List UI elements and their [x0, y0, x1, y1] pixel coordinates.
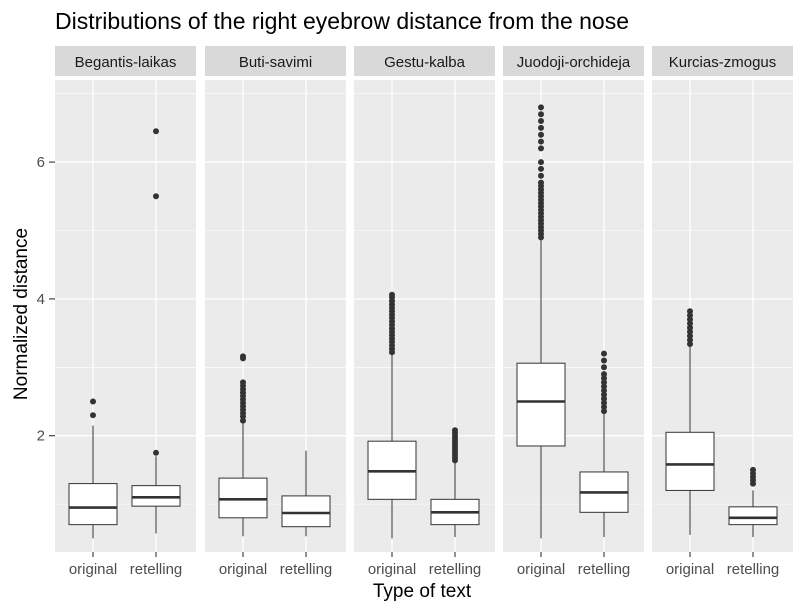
outlier-point — [601, 387, 607, 394]
outlier-point — [601, 350, 607, 357]
x-tick-label: original — [666, 561, 714, 578]
outlier-point — [538, 118, 544, 125]
y-axis-title: Normalized distance — [11, 228, 32, 400]
facet-strip-label: Gestu-kalba — [384, 54, 466, 71]
outlier-point — [538, 145, 544, 152]
x-tick-label: retelling — [280, 561, 333, 578]
outlier-point — [538, 165, 544, 172]
box-iqr — [516, 362, 566, 447]
outlier-point — [389, 291, 395, 298]
y-axis-ticks: 2 4 6 — [37, 154, 55, 445]
outlier-point — [90, 412, 96, 419]
outlier-point — [538, 172, 544, 179]
box-original: original — [516, 104, 566, 578]
box-retelling: retelling — [130, 128, 183, 578]
x-tick-label: retelling — [130, 561, 183, 578]
facet-strip-label: Begantis-laikas — [75, 54, 177, 71]
facet-strip — [205, 46, 346, 76]
box-retelling: retelling — [280, 450, 333, 578]
outlier-point — [687, 312, 693, 319]
facet-strip — [55, 46, 196, 76]
outlier-point — [687, 332, 693, 339]
outlier-point — [538, 179, 544, 186]
outlier-point — [601, 408, 607, 415]
box-retelling: retelling — [578, 350, 631, 578]
facet-strip — [354, 46, 495, 76]
outlier-point — [601, 357, 607, 364]
facet-panel: Buti-savimi original retelling — [205, 46, 346, 578]
outlier-point — [90, 398, 96, 405]
facet-strip-label: Kurcias-zmogus — [669, 54, 777, 71]
facet-strip — [652, 46, 793, 76]
x-tick-label: retelling — [429, 561, 482, 578]
outlier-point — [601, 403, 607, 410]
outlier-point — [538, 131, 544, 138]
box-retelling: retelling — [727, 466, 780, 578]
y-tick-label: 2 — [37, 428, 45, 445]
outlier-point — [153, 128, 159, 135]
outlier-point — [687, 341, 693, 348]
box-iqr — [281, 495, 331, 528]
outlier-point — [687, 324, 693, 331]
x-tick-label: original — [368, 561, 416, 578]
outlier-point — [240, 353, 246, 360]
outlier-point — [240, 417, 246, 424]
facet-strip-label: Buti-savimi — [239, 54, 312, 71]
outlier-point — [687, 316, 693, 323]
outlier-point — [601, 375, 607, 382]
box-iqr — [665, 431, 715, 491]
outlier-point — [538, 159, 544, 166]
box-original: original — [367, 291, 417, 578]
box-iqr — [68, 483, 118, 526]
outlier-point — [601, 364, 607, 371]
facet-strip-label: Juodoji-orchideja — [517, 54, 631, 71]
y-tick-label: 6 — [37, 154, 45, 171]
outlier-point — [452, 427, 458, 434]
box-iqr — [218, 477, 268, 519]
box-iqr — [131, 485, 181, 507]
outlier-point — [153, 193, 159, 200]
chart-title: Distributions of the right eyebrow dista… — [55, 8, 629, 34]
outlier-point — [601, 379, 607, 386]
facet-panel: Kurcias-zmogus original retelling — [652, 46, 793, 578]
outlier-point — [601, 399, 607, 406]
outlier-point — [601, 391, 607, 398]
box-original: original — [665, 308, 715, 578]
outlier-point — [538, 111, 544, 118]
box-iqr — [728, 506, 778, 526]
panel-background — [205, 80, 346, 552]
x-tick-label: retelling — [578, 561, 631, 578]
box-original: original — [218, 353, 268, 578]
y-tick-label: 4 — [37, 291, 45, 308]
outlier-point — [601, 395, 607, 402]
outlier-point — [687, 336, 693, 343]
facet-strip — [503, 46, 644, 76]
facet-panel: Juodoji-orchideja original retelling — [503, 46, 644, 578]
box-retelling: retelling — [429, 427, 482, 578]
outlier-point — [601, 371, 607, 378]
panel-background — [55, 80, 196, 552]
x-tick-label: retelling — [727, 561, 780, 578]
facet-panel: Begantis-laikas original retelling — [55, 46, 196, 578]
x-axis-title: Type of text — [373, 581, 472, 602]
facet-panel: Gestu-kalba original retelling — [354, 46, 495, 578]
outlier-point — [687, 308, 693, 315]
x-tick-label: original — [517, 561, 565, 578]
outlier-point — [687, 328, 693, 335]
outlier-point — [601, 383, 607, 390]
outlier-point — [153, 449, 159, 456]
outlier-point — [538, 104, 544, 111]
x-tick-label: original — [69, 561, 117, 578]
outlier-point — [538, 124, 544, 131]
outlier-point — [240, 379, 246, 386]
outlier-point — [538, 138, 544, 145]
box-original: original — [68, 398, 118, 578]
outlier-point — [687, 320, 693, 327]
x-tick-label: original — [219, 561, 267, 578]
outlier-point — [750, 466, 756, 473]
